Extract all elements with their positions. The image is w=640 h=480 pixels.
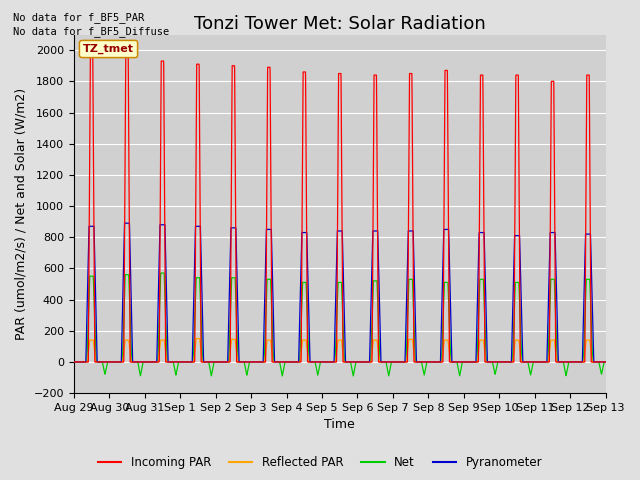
Title: Tonzi Tower Met: Solar Radiation: Tonzi Tower Met: Solar Radiation — [194, 15, 486, 33]
Y-axis label: PAR (umol/m2/s) / Net and Solar (W/m2): PAR (umol/m2/s) / Net and Solar (W/m2) — [15, 88, 28, 340]
Legend:  — [79, 40, 137, 57]
Text: No data for f_BF5_PAR: No data for f_BF5_PAR — [13, 12, 144, 23]
Legend: Incoming PAR, Reflected PAR, Net, Pyranometer: Incoming PAR, Reflected PAR, Net, Pyrano… — [93, 452, 547, 474]
Text: No data for f_BF5_Diffuse: No data for f_BF5_Diffuse — [13, 26, 169, 37]
X-axis label: Time: Time — [324, 419, 355, 432]
